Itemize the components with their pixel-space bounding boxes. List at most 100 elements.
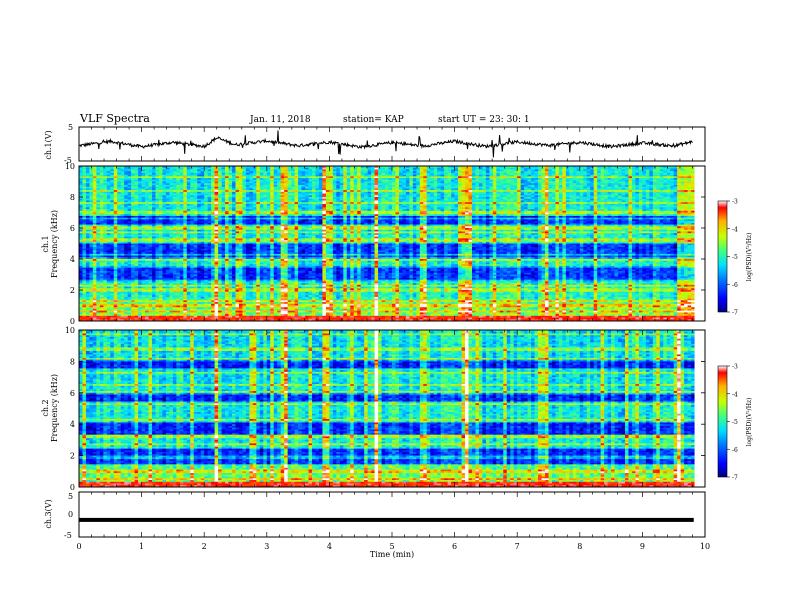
spectrogram-cell [211,245,215,248]
spectrogram-cell [235,221,240,224]
spectrogram-cell [252,277,257,280]
spectrogram-cell [179,190,184,193]
spectrogram-cell [193,243,198,246]
spectrogram-cell [256,302,261,305]
spectrogram-cell [193,290,198,293]
spectrogram-cell [165,210,170,213]
spectrogram-cell [127,262,132,265]
spectrogram-cell [232,252,236,255]
spectrogram-cell [266,310,271,313]
spectrogram-cell [162,300,167,303]
spectrogram-cell [148,277,153,280]
spectrogram-cell [263,269,268,272]
spectrogram-cell [103,295,108,298]
spectrogram-cell [263,186,268,189]
spectrogram-cell [158,307,163,310]
spectrogram-cell [176,228,181,231]
spectrogram-cell [245,310,250,313]
spectrogram-cell [99,262,104,265]
spectrogram-cell [138,233,142,236]
spectrogram-cell [249,169,254,172]
spectrogram-cell [165,186,170,189]
spectrogram-cell [82,269,87,272]
spectrogram-cell [266,295,271,298]
spectrogram-cell [85,250,90,253]
spectrogram-cell [214,250,219,253]
spectrogram-cell [256,188,261,191]
spectrogram-cell [266,209,271,212]
spectrogram-cell [214,308,219,311]
spectrogram-cell [252,241,257,244]
spectrogram-cell [152,228,156,231]
spectrogram-cell [138,197,142,200]
spectrogram-cell [172,267,177,270]
spectrogram-cell [256,191,261,194]
spectrogram-cell [252,252,257,255]
spectrogram-cell [92,171,97,174]
spectrogram-cell [263,219,268,222]
spectrogram-cell [145,202,149,205]
spectrogram-cell [99,315,104,318]
spectrogram-cell [148,246,153,249]
spectrogram-cell [120,276,125,279]
spectrogram-cell [204,255,208,258]
spectrogram-cell [193,191,198,194]
spectrogram-cell [270,207,275,210]
spectrogram-cell [89,315,94,318]
spectrogram-cell [138,262,142,265]
spectrogram-cell [211,296,215,299]
spectrogram-cell [266,190,271,193]
spectrogram-cell [179,222,184,225]
spectrogram-cell [183,259,188,262]
spectrogram-cell [183,246,188,249]
spectrogram-cell [131,243,135,246]
spectrogram-cell [207,265,212,268]
spectrogram-cell [131,174,135,177]
spectrogram-cell [259,233,264,236]
spectrogram-cell [148,191,153,194]
spectrogram-cell [117,172,122,175]
spectrogram-cell [141,269,146,272]
spectrogram-cell [138,214,142,217]
spectrogram-cell [221,250,226,253]
spectrogram-cell [270,226,275,229]
spectrogram-cell [145,310,149,313]
spectrogram-cell [82,291,87,294]
spectrogram-cell [263,200,268,203]
spectrogram-cell [238,277,243,280]
spectrogram-cell [218,233,222,236]
spectrogram-cell [252,193,257,196]
spectrogram-cell [162,198,167,201]
spectrogram-cell [193,248,198,251]
spectrogram-cell [200,198,205,201]
spectrogram-cell [270,224,275,227]
spectrogram-cell [183,286,188,289]
spectrogram-cell [120,260,125,263]
spectrogram-cell [186,243,191,246]
spectrogram-cell [221,314,226,317]
spectrogram-cell [266,229,271,232]
spectrogram-cell [259,274,264,277]
spectrogram-cell [249,193,254,196]
spectrogram-cell [200,221,205,224]
spectrogram-cell [183,305,188,308]
spectrogram-cell [200,193,205,196]
spectrogram-cell [120,298,125,301]
spectrogram-cell [225,284,229,287]
spectrogram-cell [235,300,240,303]
spectrogram-cell [79,284,83,287]
spectrogram-cell [186,193,191,196]
spectrogram-cell [179,300,184,303]
spectrogram-cell [252,172,257,175]
spectrogram-cell [124,319,128,322]
spectrogram-cell [117,241,122,244]
spectrogram-cell [120,240,125,243]
spectrogram-cell [197,259,202,262]
spectrogram-cell [249,238,254,241]
spectrogram-cell [113,264,118,267]
spectrogram-cell [270,215,275,218]
spectrogram-cell [197,186,202,189]
spectrogram-cell [82,179,87,182]
spectrogram-cell [169,203,174,206]
spectrogram-cell [169,279,174,282]
